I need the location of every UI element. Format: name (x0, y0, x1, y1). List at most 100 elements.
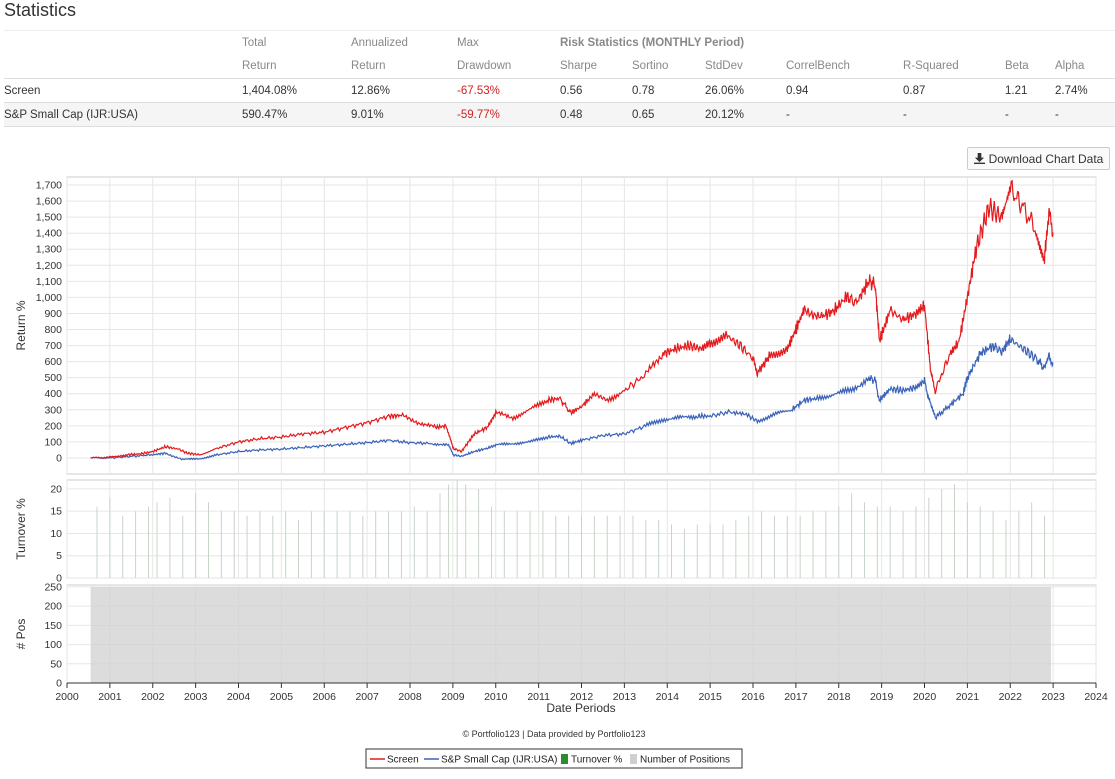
positions-area (90, 586, 1051, 683)
chart-legend: Screen S&P Small Cap (IJR:USA) Turnover … (365, 748, 743, 769)
max-drawdown-cell: -59.77% (457, 102, 560, 127)
x-tick-label: 2003 (184, 691, 208, 703)
beta-cell: - (1005, 102, 1055, 127)
download-icon (973, 153, 985, 164)
y-tick-label: 200 (44, 601, 62, 613)
max-drawdown-cell: -67.53% (457, 78, 560, 103)
stddev-cell: 26.06% (705, 78, 786, 103)
y-tick-label: 1,300 (36, 244, 62, 256)
sharpe-cell: 0.48 (560, 102, 632, 127)
download-chart-data-button[interactable]: Download Chart Data (967, 147, 1110, 170)
x-tick-label: 2022 (999, 691, 1023, 703)
y-tick-label: 0 (56, 452, 62, 464)
y-tick-label: 700 (44, 340, 62, 352)
header-cell: R-Squared (903, 54, 1005, 79)
y-tick-label: 600 (44, 356, 62, 368)
x-tick-label: 2006 (313, 691, 337, 703)
alpha-cell: 2.74% (1055, 78, 1115, 103)
x-tick-label: 2017 (784, 691, 808, 703)
legend-screen-label: Screen (387, 755, 419, 766)
legend-positions-label: Number of Positions (640, 755, 730, 766)
x-tick-label: 2007 (355, 691, 379, 703)
y-tick-label: 900 (44, 308, 62, 320)
legend-box (365, 748, 743, 769)
y-tick-label: 100 (44, 436, 62, 448)
row-name: Screen (4, 78, 242, 103)
x-tick-label: 2013 (613, 691, 637, 703)
x-tick-label: 2019 (870, 691, 894, 703)
y-tick-label: 50 (50, 658, 62, 670)
rsquared-cell: 0.87 (903, 78, 1005, 103)
y-tick-label: 15 (50, 506, 62, 518)
x-tick-label: 2005 (270, 691, 294, 703)
total-return-cell: 590.47% (242, 102, 351, 127)
risk-statistics-header: Risk Statistics (MONTHLY Period) (560, 30, 1115, 55)
header-cell: Max (457, 30, 560, 55)
x-tick-label: 2016 (741, 691, 765, 703)
x-axis: 2000 2001 2002 2003 2004 2005 2006 2007 2008 2009… (55, 682, 1108, 703)
header-cell: CorrelBench (786, 54, 903, 79)
positions-axis-title: # Pos (14, 619, 28, 650)
header-row-1: Total Annualized Max Risk Statistics (MO… (4, 30, 1115, 55)
positions-panel: 0 50 100 150 200 250 # Pos (14, 581, 1097, 690)
y-tick-label: 1,000 (36, 292, 62, 304)
returns-axis-title: Return % (14, 300, 28, 350)
x-tick-label: 2004 (227, 691, 251, 703)
x-tick-label: 2024 (1084, 691, 1108, 703)
y-tick-label: 100 (44, 639, 62, 651)
annualized-return-cell: 12.86% (351, 78, 457, 103)
table-row: S&P Small Cap (IJR:USA) 590.47% 9.01% -5… (4, 102, 1115, 127)
header-row-2: Return Return Drawdown Sharpe Sortino St… (4, 54, 1115, 79)
x-tick-label: 2001 (98, 691, 122, 703)
y-tick-label: 1,200 (36, 260, 62, 272)
turnover-panel: 0 5 10 15 20 Turnover % (14, 479, 1097, 585)
download-label: Download Chart Data (988, 151, 1104, 166)
y-tick-label: 1,600 (36, 196, 62, 208)
x-tick-label: 2015 (698, 691, 722, 703)
chart-credit: © Portfolio123 | Data provided by Portfo… (462, 729, 645, 739)
beta-cell: 1.21 (1005, 78, 1055, 103)
correlbench-cell: - (786, 102, 903, 127)
y-tick-label: 500 (44, 372, 62, 384)
x-axis-title: Date Periods (546, 701, 615, 715)
legend-benchmark-label: S&P Small Cap (IJR:USA) (441, 755, 558, 766)
x-tick-label: 2021 (956, 691, 980, 703)
legend-turnover-swatch (561, 754, 568, 764)
x-tick-label: 2012 (570, 691, 594, 703)
y-tick-label: 5 (56, 550, 62, 562)
page-title: Statistics (4, 0, 77, 20)
x-tick-label: 2018 (827, 691, 851, 703)
turnover-axis-title: Turnover % (14, 498, 28, 560)
sortino-cell: 0.65 (632, 102, 705, 127)
annualized-return-cell: 9.01% (351, 102, 457, 127)
x-tick-label: 2000 (55, 691, 79, 703)
header-cell: Annualized (351, 30, 457, 55)
y-tick-label: 300 (44, 404, 62, 416)
y-tick-label: 800 (44, 324, 62, 336)
y-tick-label: 0 (56, 678, 62, 690)
returns-panel: 0 100 200 300 400 500 600 700 800 900 1,000 1,100 1,… (14, 176, 1097, 475)
screen-series-line (90, 179, 1054, 460)
y-tick-label: 20 (50, 483, 62, 495)
header-cell (4, 54, 242, 79)
y-tick-label: 200 (44, 420, 62, 432)
x-tick-label: 2009 (441, 691, 465, 703)
total-return-cell: 1,404.08% (242, 78, 351, 103)
alpha-cell: - (1055, 102, 1115, 127)
y-tick-label: 1,100 (36, 276, 62, 288)
sharpe-cell: 0.56 (560, 78, 632, 103)
header-cell: Return (351, 54, 457, 79)
y-tick-label: 10 (50, 528, 62, 540)
x-tick-label: 2023 (1041, 691, 1065, 703)
header-cell: Sortino (632, 54, 705, 79)
header-cell: Return (242, 54, 351, 79)
legend-positions-swatch (630, 754, 637, 764)
statistics-table: Total Annualized Max Risk Statistics (MO… (4, 30, 1115, 127)
header-cell: Sharpe (560, 54, 632, 79)
sortino-cell: 0.78 (632, 78, 705, 103)
x-tick-label: 2014 (656, 691, 680, 703)
header-cell: StdDev (705, 54, 786, 79)
y-tick-label: 1,500 (36, 212, 62, 224)
x-tick-label: 2020 (913, 691, 937, 703)
table-row: Screen 1,404.08% 12.86% -67.53% 0.56 0.7… (4, 78, 1115, 103)
